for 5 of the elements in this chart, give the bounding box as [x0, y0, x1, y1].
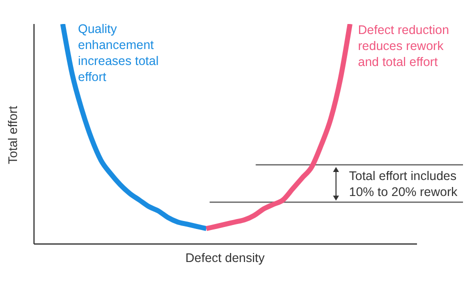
- annotation: Total effort includes 10% to 20% rework: [349, 168, 458, 200]
- series-label: Defect reduction reduces rework and total effort: [358, 22, 450, 70]
- x-axis-title: Defect density: [184, 251, 266, 265]
- series-label: Quality enhancement increases total effort: [78, 21, 160, 85]
- y-axis-title: Total effort: [6, 105, 20, 164]
